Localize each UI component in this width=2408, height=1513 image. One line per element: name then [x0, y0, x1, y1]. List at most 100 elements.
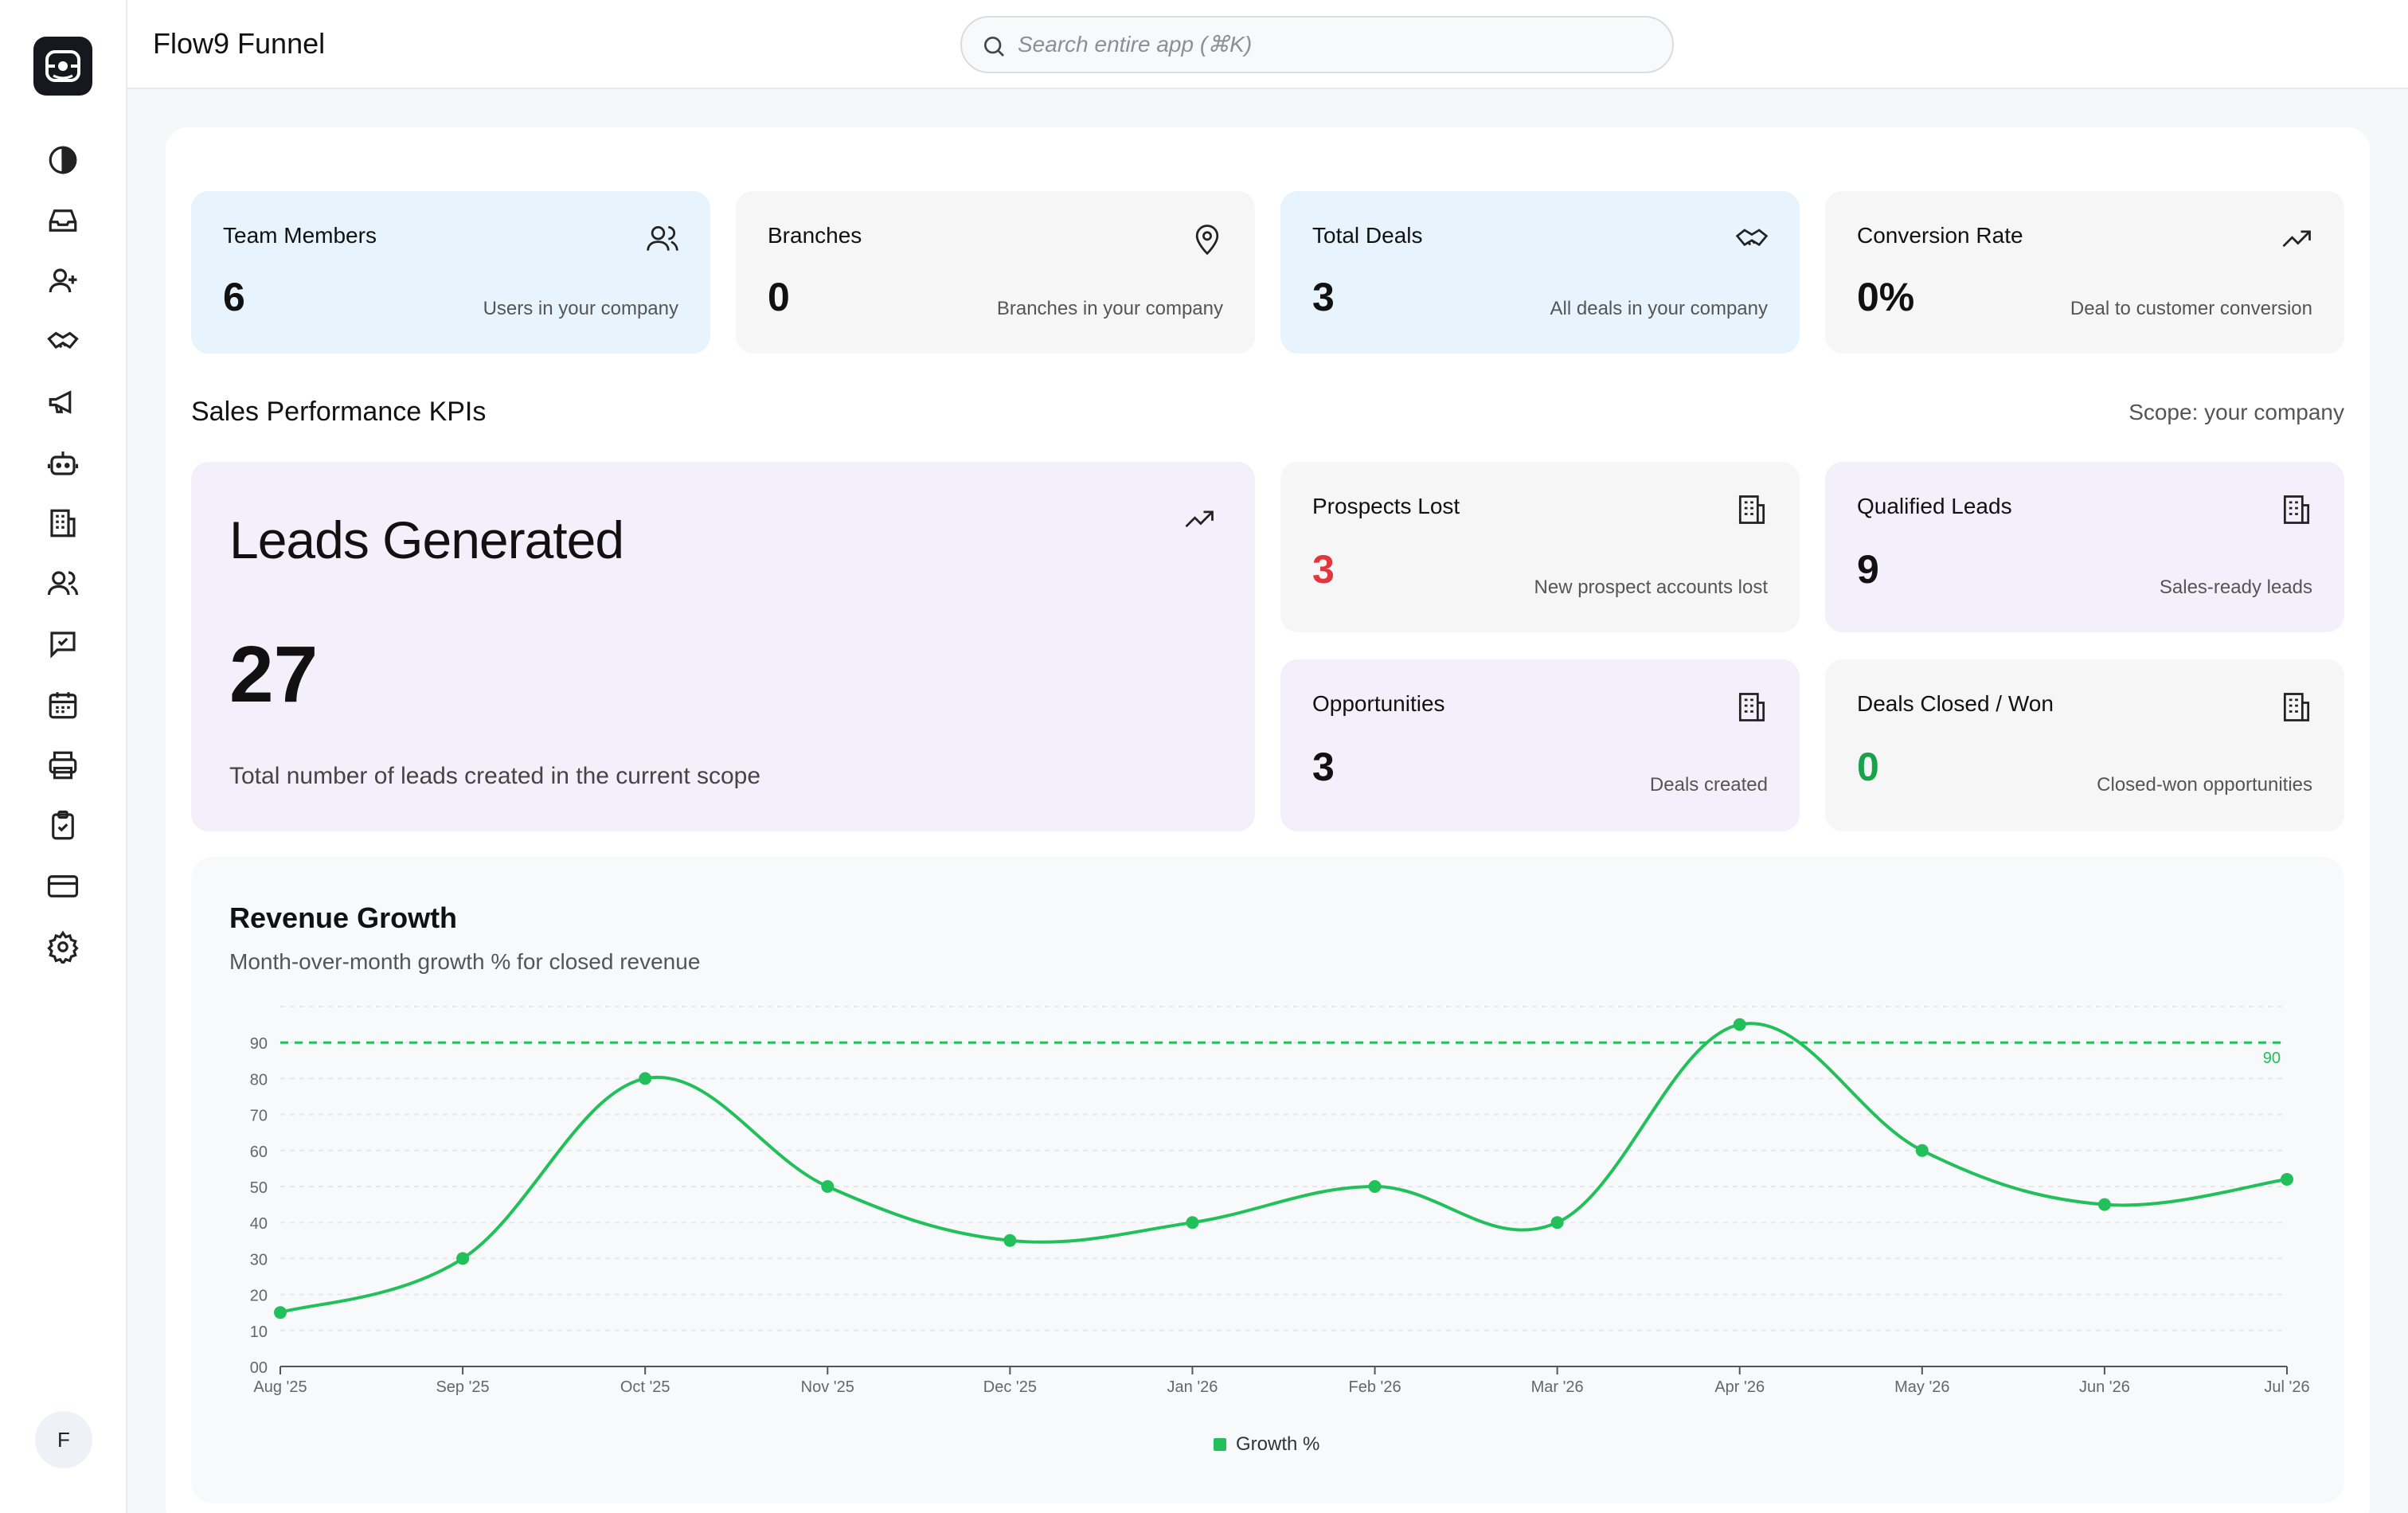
kpi-label: Deals Closed / Won [1857, 691, 2054, 716]
x-tick-label: Jan '26 [1167, 1378, 1218, 1396]
y-tick-label: 40 [250, 1215, 268, 1233]
data-point [2281, 1172, 2293, 1186]
building-icon [2279, 690, 2314, 725]
app-title: Flow9 Funnel [153, 27, 326, 60]
kpi-label: Qualified Leads [1857, 494, 2012, 518]
chart-subtitle: Month-over-month growth % for closed rev… [229, 949, 701, 974]
x-tick-label: Apr '26 [1714, 1378, 1765, 1396]
bot-icon [47, 452, 79, 475]
kpi-subtitle: Deals created [1649, 774, 1768, 796]
nav-calendar[interactable] [45, 686, 81, 723]
nav-settings[interactable] [45, 929, 81, 965]
data-point [2097, 1198, 2111, 1211]
stat-card-team-members[interactable]: Team Members 6 Users in your company [191, 191, 710, 354]
stat-card-conversion-rate[interactable]: Conversion Rate 0% Deal to customer conv… [1825, 191, 2344, 354]
x-tick-label: Feb '26 [1348, 1378, 1401, 1396]
app-logo[interactable] [33, 37, 92, 96]
nav-add-user[interactable] [45, 263, 81, 299]
trending-up-icon [1182, 502, 1217, 537]
data-point [456, 1252, 470, 1265]
inbox-icon [49, 209, 77, 232]
kpi-value: 27 [229, 630, 319, 719]
user-plus-icon [49, 268, 77, 293]
x-tick-label: Sep '25 [436, 1378, 489, 1396]
credit-card-icon [47, 875, 79, 897]
stat-value: 3 [1312, 275, 1335, 319]
kpi-label: Leads Generated [229, 510, 624, 569]
data-point [274, 1306, 287, 1319]
nav-dashboard[interactable] [45, 142, 81, 178]
stat-subtitle: Deal to customer conversion [2070, 298, 2312, 319]
scope-label: Scope: your company [2128, 400, 2344, 424]
nav-checklist[interactable] [45, 807, 81, 844]
stat-value: 0 [768, 275, 790, 319]
y-tick-label: 00 [250, 1359, 268, 1377]
data-point [1550, 1216, 1564, 1230]
nav-tasks[interactable] [45, 626, 81, 663]
data-point [821, 1180, 835, 1193]
nav-contacts[interactable] [45, 565, 81, 602]
y-tick-label: 30 [250, 1251, 268, 1269]
data-point [639, 1072, 652, 1085]
y-tick-label: 80 [250, 1071, 268, 1089]
building-icon [1734, 492, 1769, 527]
sidebar: F [0, 0, 127, 1513]
data-point [1186, 1216, 1199, 1230]
kpi-card-qualified-leads[interactable]: Qualified Leads 9 Sales-ready leads [1825, 462, 2344, 632]
kpi-subtitle: Sales-ready leads [2159, 577, 2312, 598]
y-tick-label: 90 [250, 1035, 268, 1053]
kpi-label: Opportunities [1312, 691, 1445, 716]
nav-billing[interactable] [45, 868, 81, 905]
kpi-card-leads-generated[interactable]: Leads Generated 27 Total number of leads… [191, 462, 1255, 831]
building-icon [2279, 492, 2314, 527]
nav-companies[interactable] [45, 505, 81, 541]
legend-label: Growth % [1236, 1433, 1320, 1455]
search-input[interactable] [1018, 32, 1639, 57]
legend-swatch [1214, 1438, 1226, 1451]
revenue-growth-card: Revenue Growth Month-over-month growth %… [191, 857, 2344, 1503]
kpi-section-title: Sales Performance KPIs [191, 397, 487, 427]
stat-card-branches[interactable]: Branches 0 Branches in your company [736, 191, 1255, 354]
users-icon [645, 221, 680, 256]
nav-campaigns[interactable] [45, 384, 81, 420]
stat-label: Branches [768, 223, 862, 248]
kpi-card-prospects-lost[interactable]: Prospects Lost 3 New prospect accounts l… [1280, 462, 1800, 632]
message-check-icon [50, 631, 76, 659]
handshake-icon [47, 331, 79, 350]
x-tick-label: Oct '25 [620, 1378, 670, 1396]
x-tick-label: Mar '26 [1531, 1378, 1584, 1396]
y-tick-label: 70 [250, 1108, 268, 1125]
stat-label: Total Deals [1312, 223, 1423, 248]
y-tick-label: 10 [250, 1323, 268, 1341]
chart-legend[interactable]: Growth % [1214, 1433, 1319, 1456]
nav-automation[interactable] [45, 444, 81, 481]
x-tick-label: May '26 [1894, 1378, 1949, 1396]
kpi-label: Prospects Lost [1312, 494, 1460, 518]
stat-card-total-deals[interactable]: Total Deals 3 All deals in your company [1280, 191, 1800, 354]
reference-line-label: 90 [2263, 1050, 2281, 1067]
x-tick-label: Dec '25 [983, 1378, 1037, 1396]
nav-print[interactable] [45, 747, 81, 784]
building-icon [1734, 690, 1769, 725]
stat-subtitle: Branches in your company [996, 298, 1223, 319]
search-box[interactable] [960, 16, 1674, 73]
stat-label: Conversion Rate [1857, 223, 2023, 248]
kpi-card-deals-closed-won[interactable]: Deals Closed / Won 0 Closed-won opportun… [1825, 659, 2344, 831]
stat-value: 0% [1857, 275, 1915, 319]
user-avatar[interactable]: F [35, 1411, 92, 1468]
kpi-value: 9 [1857, 547, 1879, 592]
revenue-growth-chart: 00 10 20 30 40 50 60 70 80 90 Aug '25 Sep '25 Oct '2… [250, 1006, 2310, 1396]
kpi-subtitle: Closed-won opportunities [2097, 774, 2312, 796]
printer-icon [49, 751, 77, 780]
y-tick-label: 50 [250, 1179, 268, 1197]
nav-deals[interactable] [45, 323, 81, 360]
data-point [1368, 1180, 1382, 1193]
x-tick-label: Nov '25 [801, 1378, 854, 1396]
search-icon [984, 37, 1004, 57]
data-point [1733, 1018, 1746, 1031]
settings-icon [47, 930, 79, 964]
nav-inbox[interactable] [45, 202, 81, 239]
chart-title: Revenue Growth [229, 901, 458, 934]
kpi-card-opportunities[interactable]: Opportunities 3 Deals created [1280, 659, 1800, 831]
users-icon [47, 571, 79, 596]
